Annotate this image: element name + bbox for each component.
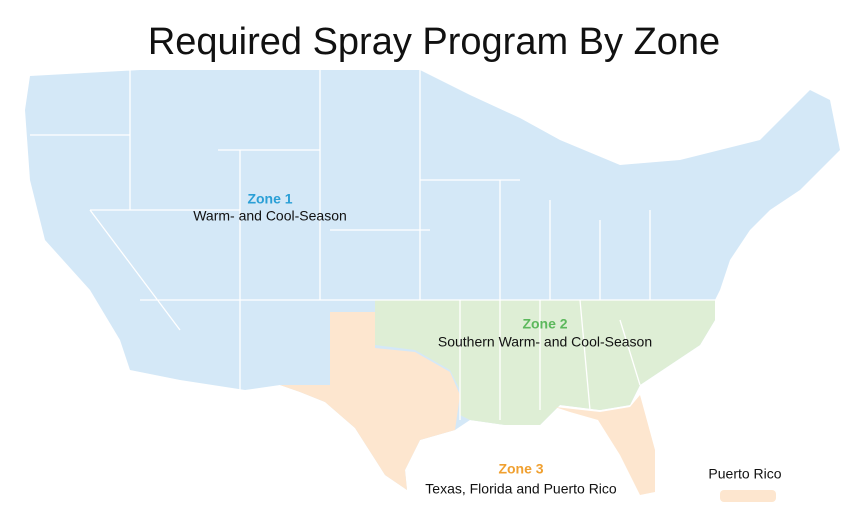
zone-3-description: Texas, Florida and Puerto Rico	[425, 481, 617, 497]
zone-3-name: Zone 3	[498, 461, 543, 477]
zone-2-name: Zone 2	[522, 316, 567, 332]
zone-3-florida	[555, 395, 655, 495]
zone-1-description: Warm- and Cool-Season	[193, 208, 347, 224]
zone-3-puerto-rico	[720, 490, 776, 502]
zone-2-description: Southern Warm- and Cool-Season	[438, 334, 652, 350]
state-borders	[30, 70, 720, 420]
zone-3-texas	[280, 312, 460, 490]
zone-1-name: Zone 1	[247, 191, 292, 207]
map-title: Required Spray Program By Zone	[148, 21, 720, 63]
puerto-rico-label: Puerto Rico	[708, 466, 781, 482]
